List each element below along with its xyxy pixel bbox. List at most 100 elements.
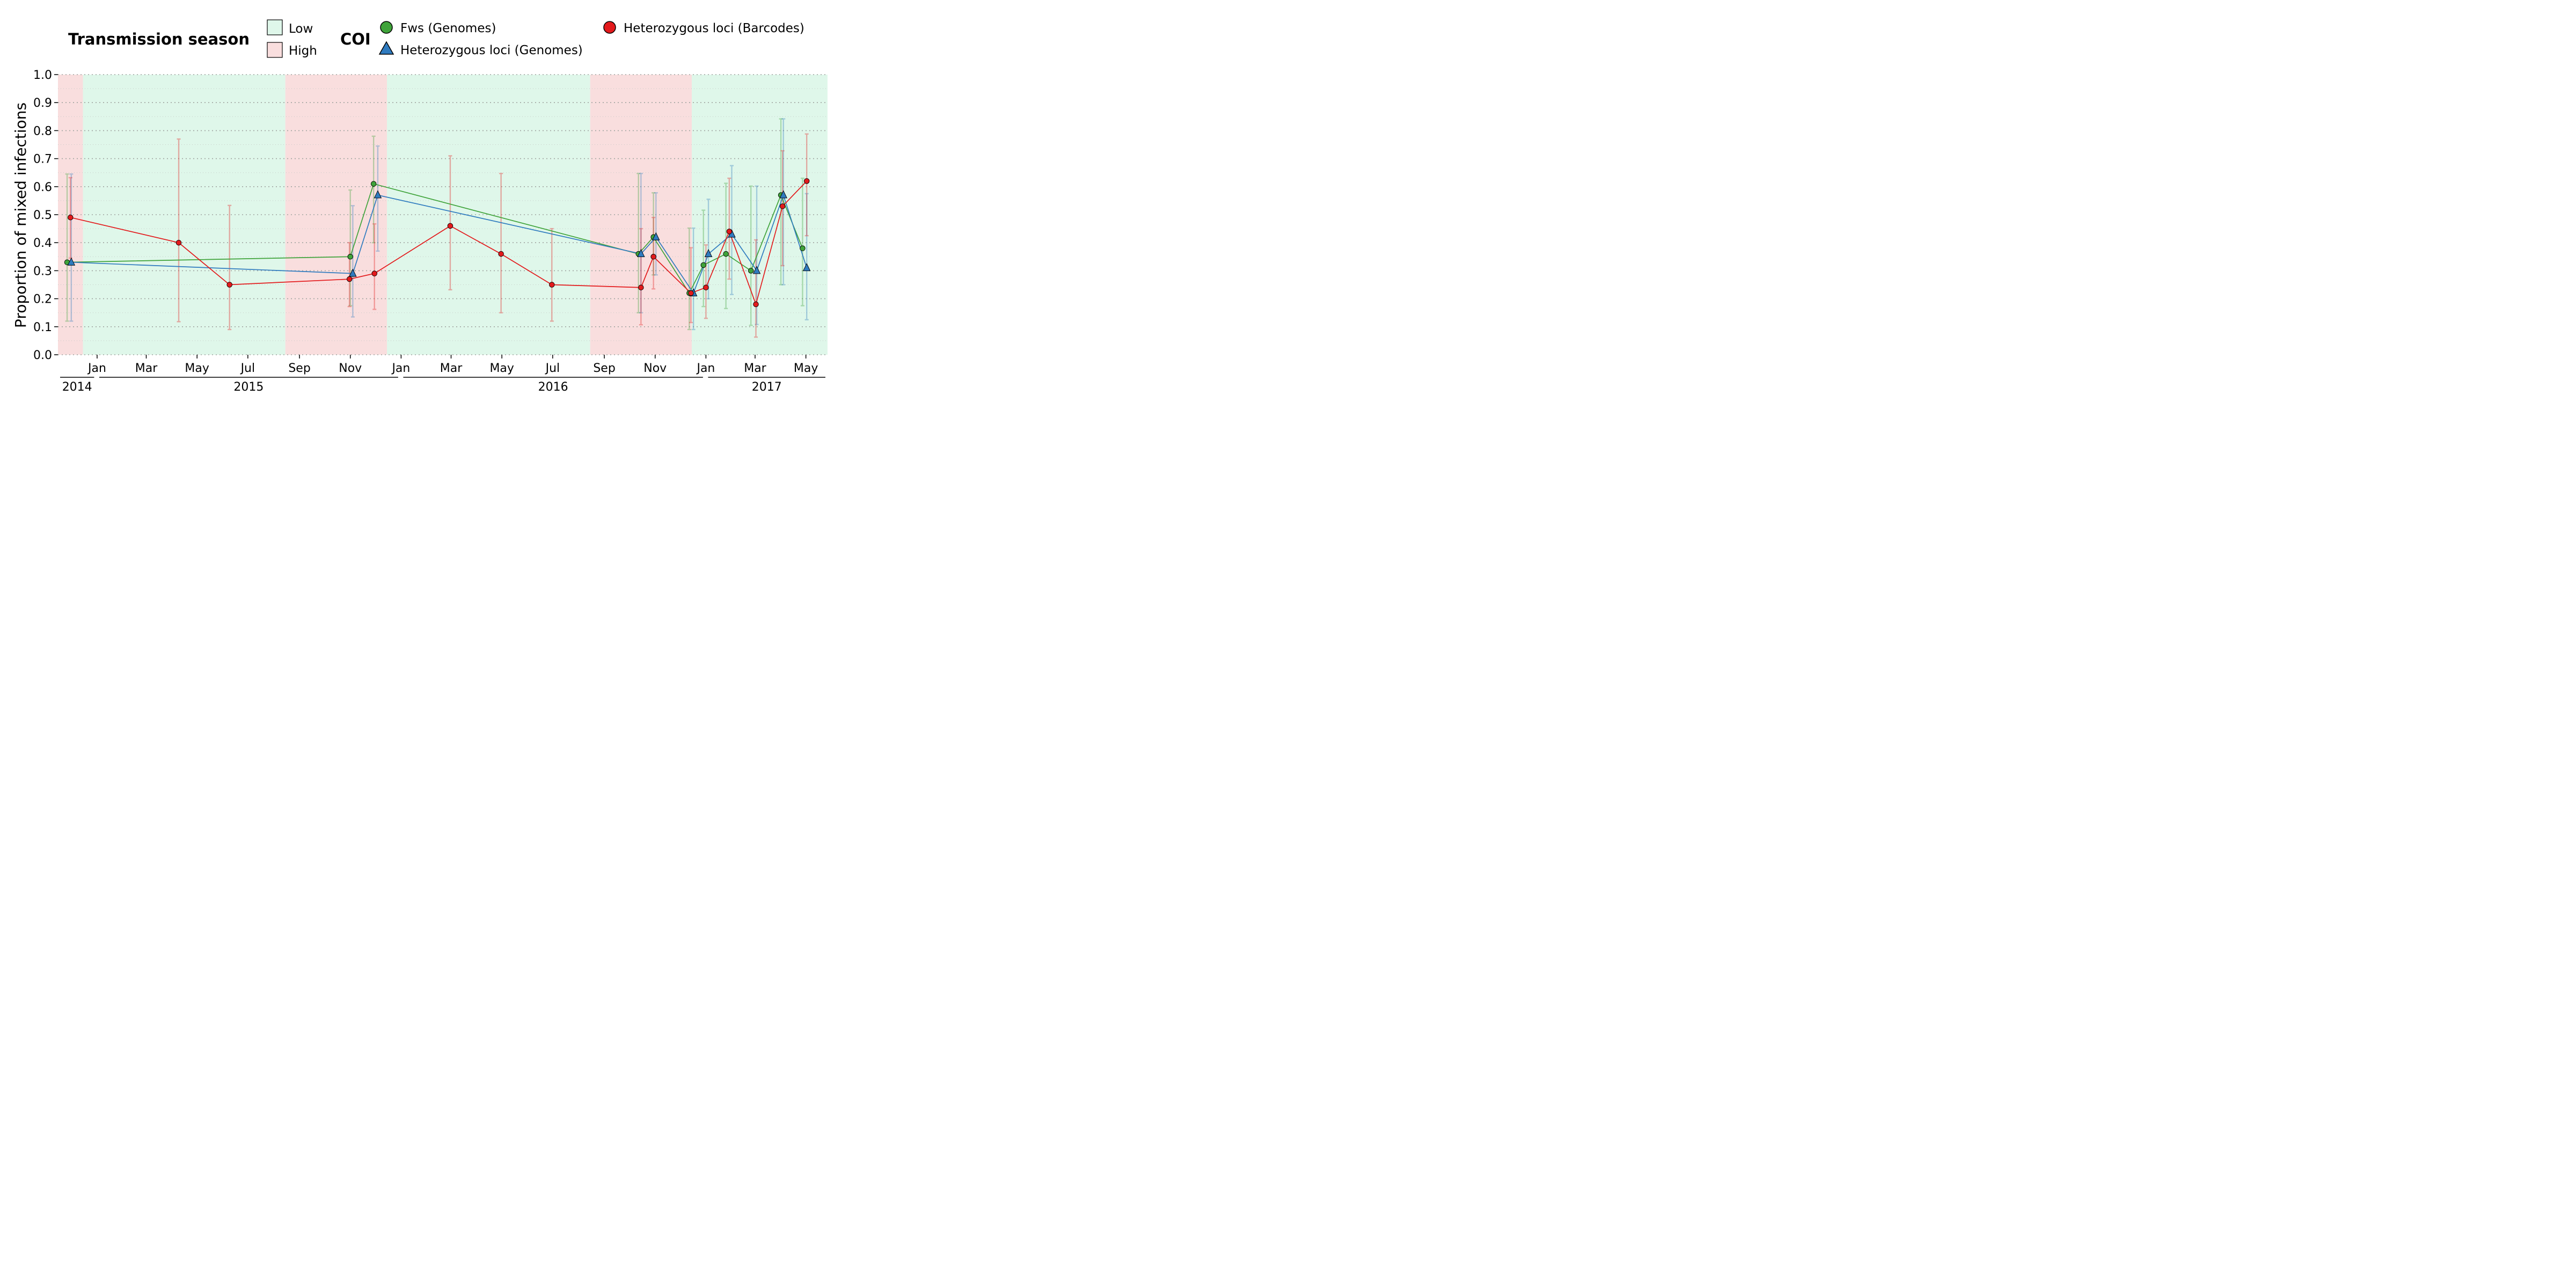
data-point-circle <box>803 178 810 184</box>
error-bar <box>652 192 656 276</box>
data-point-triangle <box>67 257 76 266</box>
legend-marker-fws-genomes <box>380 21 393 34</box>
error-bar <box>636 173 641 313</box>
chart: Transmission season Low High COI Fws (Ge… <box>12 19 828 394</box>
data-point-circle <box>498 251 504 257</box>
y-tick-label: 0.2 <box>33 293 52 306</box>
error-bar <box>800 177 804 306</box>
y-tick-label: 0.6 <box>33 181 52 194</box>
data-point-circle <box>650 254 656 260</box>
error-bar <box>691 227 696 331</box>
y-axis: 0.0 0.1 0.2 0.3 0.4 0.5 0.6 0.7 0.8 0.9 1.0 <box>33 69 58 362</box>
data-point-circle <box>688 290 694 296</box>
legend-marker-het-barcodes <box>603 21 616 34</box>
legend-label-high: High <box>289 44 317 58</box>
error-bar <box>804 193 809 320</box>
x-tick-label: Jul <box>240 362 255 375</box>
error-bar <box>724 182 728 310</box>
x-tick-label: Nov <box>643 362 667 375</box>
data-point-triangle <box>779 190 787 199</box>
error-bar <box>689 247 693 324</box>
y-tick-label: 0.9 <box>33 97 52 110</box>
x-tick-label: Jan <box>87 362 106 375</box>
x-tick-label: Jul <box>545 362 560 375</box>
data-point-circle <box>346 276 353 282</box>
legend-label-het-genomes: Heterozygous loci (Genomes) <box>400 43 583 57</box>
data-point-circle <box>549 282 555 288</box>
error-bar <box>701 209 706 308</box>
error-bar <box>754 239 758 338</box>
y-tick-label: 0.4 <box>33 237 52 250</box>
x-tick-label: Sep <box>288 362 310 375</box>
y-tick-label: 0.7 <box>33 153 52 166</box>
x-tick-label: Jan <box>696 362 715 375</box>
data-point-triangle <box>652 232 660 240</box>
y-axis-title: Proportion of mixed infections <box>12 103 30 328</box>
year-label: 2015 <box>233 380 264 394</box>
error-bar <box>704 244 708 319</box>
data-point-circle <box>726 229 733 235</box>
legend-coi-title: COI <box>340 30 371 48</box>
data-point-circle <box>753 301 759 308</box>
data-point-triangle <box>752 266 761 274</box>
grid-lines <box>58 74 828 355</box>
error-bar <box>687 227 691 331</box>
x-tick-label: Jan <box>391 362 410 375</box>
y-tick-label: 1.0 <box>33 69 52 82</box>
year-label: 2017 <box>752 380 782 394</box>
error-bar <box>65 173 69 322</box>
series-markers <box>64 178 811 308</box>
legend-season-title: Transmission season <box>68 30 250 48</box>
legend-label-fws-genomes: Fws (Genomes) <box>400 21 496 35</box>
error-bar <box>499 173 503 313</box>
data-point-triangle <box>374 190 382 199</box>
data-point-circle <box>703 284 709 290</box>
x-tick-label: Nov <box>339 362 362 375</box>
error-bar <box>69 173 74 322</box>
data-point-triangle <box>704 249 713 258</box>
error-bar <box>372 223 377 310</box>
x-axis: Jan Mar May Jul Sep Nov Jan Mar May Jul Sep Nov Jan M… <box>60 355 825 394</box>
legend-marker-het-genomes <box>378 41 394 55</box>
error-bars <box>65 118 809 338</box>
data-point-circle <box>226 282 232 288</box>
error-bar <box>652 217 656 290</box>
y-tick-label: 0.1 <box>33 321 52 334</box>
legend: Transmission season Low High COI Fws (Ge… <box>68 19 804 58</box>
data-point-triangle <box>802 263 811 272</box>
x-tick-label: May <box>185 362 209 375</box>
legend-swatch-low <box>267 19 283 35</box>
legend-label-het-barcodes: Heterozygous loci (Barcodes) <box>624 21 804 35</box>
error-bar <box>350 205 355 318</box>
error-bar <box>177 138 181 323</box>
data-point-circle <box>700 262 707 268</box>
season-band-low <box>692 75 828 355</box>
data-point-circle <box>779 203 786 209</box>
data-point-circle <box>638 284 644 290</box>
series-line-2 <box>70 180 807 306</box>
data-point-circle <box>723 251 729 257</box>
error-bar <box>749 185 753 326</box>
y-tick-label: 0.0 <box>33 349 52 362</box>
data-point-circle <box>68 214 74 221</box>
error-bar <box>804 133 809 237</box>
x-tick-label: May <box>489 362 514 375</box>
x-tick-label: Sep <box>593 362 615 375</box>
year-label: 2016 <box>538 380 568 394</box>
data-point-circle <box>800 245 806 251</box>
legend-label-low: Low <box>289 22 313 36</box>
error-bar <box>376 145 380 252</box>
data-point-circle <box>371 270 377 276</box>
x-tick-label: Mar <box>135 362 158 375</box>
y-tick-label: 0.8 <box>33 125 52 138</box>
y-tick-label: 0.3 <box>33 265 52 278</box>
x-tick-label: Mar <box>440 362 463 375</box>
season-band-low <box>83 75 286 355</box>
data-point-circle <box>447 223 453 229</box>
error-bar <box>348 189 353 306</box>
data-point-triangle <box>349 268 357 277</box>
year-label: 2014 <box>62 380 92 394</box>
error-bar <box>639 228 643 326</box>
error-bar <box>347 242 352 308</box>
y-tick-label: 0.5 <box>33 209 52 222</box>
